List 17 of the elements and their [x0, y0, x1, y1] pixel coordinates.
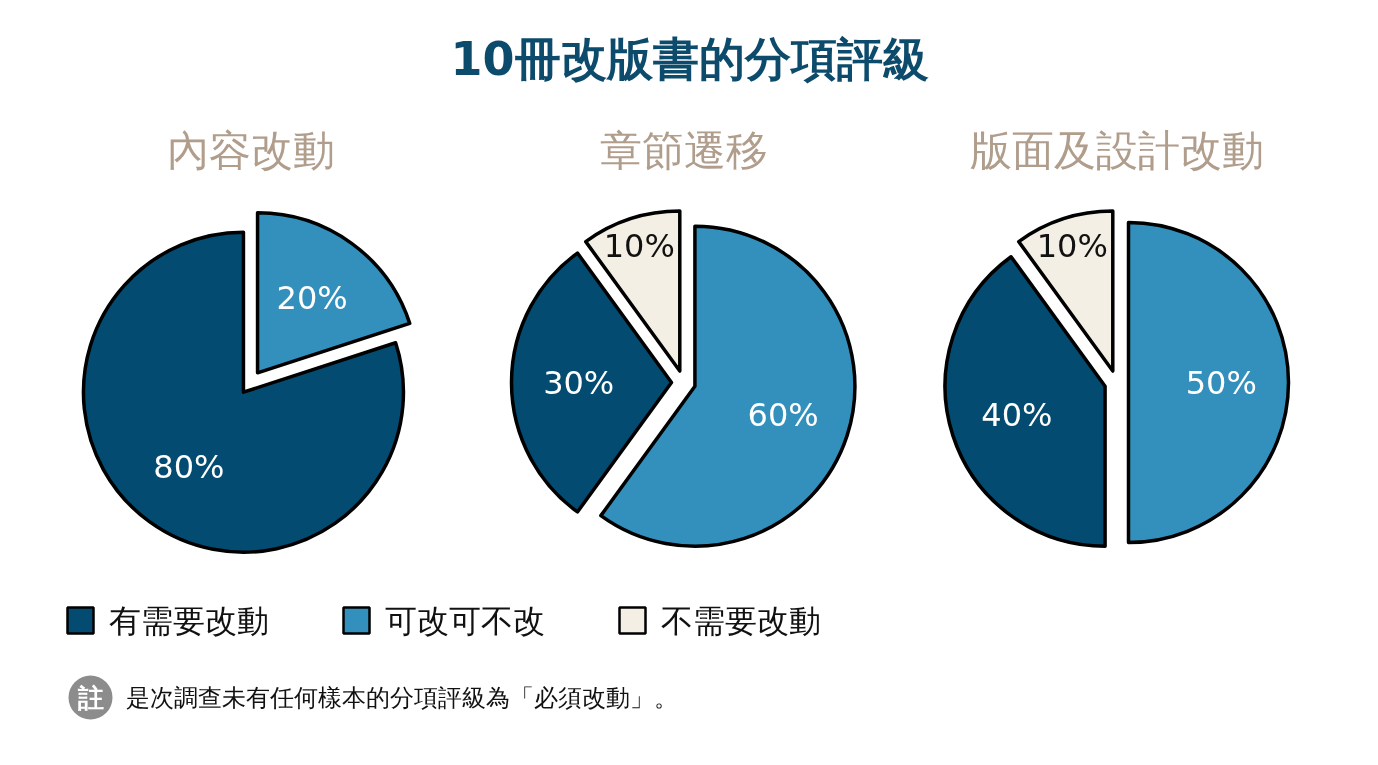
legend-label: 不需要改動 — [660, 601, 821, 640]
chart-title: 10冊改版書的分項評級 — [450, 31, 929, 86]
slice-label: 版面及設計改動 — [969, 126, 1264, 175]
data-label: 20% — [276, 278, 348, 317]
data-label: 40% — [981, 395, 1053, 434]
data-label: 60% — [747, 395, 819, 434]
data-label: 50% — [1185, 363, 1257, 402]
slice-label: 內容改動 — [166, 126, 335, 175]
legend-label: 有需要改動 — [108, 601, 269, 640]
slice-label: 章節遷移 — [599, 126, 768, 175]
text: 註 — [76, 682, 104, 713]
data-label: 10% — [603, 227, 675, 266]
data-label: 10% — [1036, 227, 1108, 266]
legend-label: 可改可不改 — [384, 601, 545, 640]
data-label: 30% — [543, 363, 615, 402]
text: 是次調查未有任何樣本的分項評級為「必須改動」。 — [125, 683, 678, 712]
data-label: 80% — [153, 448, 225, 487]
